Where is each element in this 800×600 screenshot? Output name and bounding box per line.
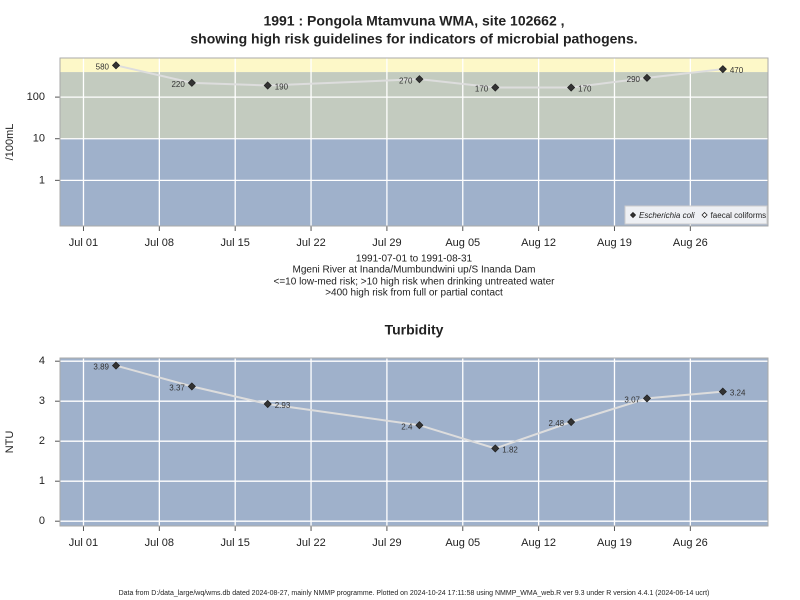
value-label: 2.48 — [549, 419, 565, 428]
x-tick-label: Aug 19 — [597, 237, 632, 249]
subtitle: Mgeni River at Inanda/Mumbundwini up/S I… — [293, 265, 536, 276]
value-label: 3.89 — [93, 363, 109, 372]
x-tick-label: Aug 19 — [597, 537, 632, 549]
value-label: 1.82 — [502, 446, 518, 455]
data-point — [567, 417, 576, 427]
chart-title: showing high risk guidelines for indicat… — [190, 31, 637, 47]
x-tick-label: Aug 26 — [673, 537, 708, 549]
data-point — [415, 75, 424, 84]
footer: Data from D:/data_large/wq/wms.db dated … — [119, 590, 710, 597]
value-label: 170 — [475, 85, 489, 94]
panel-title: Turbidity — [385, 322, 444, 338]
legend-marker — [701, 211, 708, 219]
subtitle: >400 high risk from full or partial cont… — [325, 288, 503, 299]
x-tick-label: Jul 29 — [372, 537, 401, 549]
subtitle: <=10 low-med risk; >10 high risk when dr… — [274, 277, 556, 288]
data-point — [263, 399, 272, 409]
data-point — [718, 387, 727, 396]
value-label: 170 — [578, 85, 592, 94]
value-label: 3.24 — [730, 389, 746, 398]
plot-frame — [59, 357, 769, 527]
x-tick-label: Aug 26 — [673, 237, 708, 249]
y-tick-label: 4 — [39, 355, 45, 367]
y-tick-label: 1 — [39, 174, 45, 186]
legend-label: faecal coliforms — [711, 211, 767, 220]
y-tick-label: 1 — [39, 475, 45, 487]
x-tick-label: Aug 12 — [521, 537, 556, 549]
x-tick-label: Aug 05 — [445, 537, 480, 549]
legend-marker — [629, 211, 637, 219]
value-label: 3.37 — [169, 384, 185, 393]
value-label: 290 — [627, 75, 641, 84]
y-axis-label: NTU — [4, 431, 16, 454]
x-tick-label: Jul 15 — [221, 237, 250, 249]
data-point — [111, 61, 121, 70]
data-point — [567, 83, 576, 92]
data-point — [491, 444, 500, 453]
y-tick-label: 2 — [39, 435, 45, 447]
y-tick-label: 3 — [39, 395, 45, 407]
x-tick-label: Jul 08 — [145, 237, 174, 249]
x-tick-label: Jul 08 — [145, 537, 174, 549]
data-point — [111, 361, 121, 370]
value-label: 220 — [171, 80, 185, 89]
data-point — [718, 65, 727, 74]
risk-band — [60, 58, 768, 73]
value-label: 470 — [730, 66, 744, 75]
data-point — [187, 78, 196, 87]
y-tick-label: 0 — [39, 515, 45, 527]
legend-label: Escherichia coli — [639, 211, 695, 220]
y-tick-label: 10 — [33, 133, 45, 145]
x-tick-label: Aug 05 — [445, 237, 480, 249]
data-point — [491, 83, 500, 92]
value-label: 2.4 — [401, 422, 413, 431]
y-tick-label: 100 — [27, 91, 45, 103]
data-point — [642, 73, 652, 82]
y-axis-label: /100mL — [4, 124, 16, 161]
value-label: 190 — [275, 83, 289, 92]
data-point — [263, 81, 272, 90]
chart-title: 1991 : Pongola Mtamvuna WMA, site 102662… — [263, 13, 564, 29]
x-tick-label: Jul 15 — [221, 537, 250, 549]
value-label: 270 — [399, 76, 413, 85]
series-line — [115, 64, 723, 89]
data-point — [642, 394, 652, 403]
series-line — [115, 364, 723, 450]
x-tick-label: Jul 29 — [372, 237, 401, 249]
value-label: 3.07 — [624, 396, 640, 405]
value-label: 580 — [96, 62, 110, 71]
x-tick-label: Jul 22 — [296, 237, 325, 249]
x-tick-label: Jul 22 — [296, 537, 325, 549]
plot-background — [60, 358, 768, 526]
data-point — [187, 382, 196, 391]
data-point — [415, 421, 424, 430]
risk-band — [60, 72, 768, 139]
value-label: 2.93 — [275, 401, 291, 410]
plot-frame — [59, 57, 769, 227]
legend-box — [624, 205, 768, 225]
subtitle: 1991-07-01 to 1991-08-31 — [356, 254, 473, 265]
x-tick-label: Aug 12 — [521, 237, 556, 249]
x-tick-label: Jul 01 — [69, 537, 98, 549]
x-tick-label: Jul 01 — [69, 237, 98, 249]
